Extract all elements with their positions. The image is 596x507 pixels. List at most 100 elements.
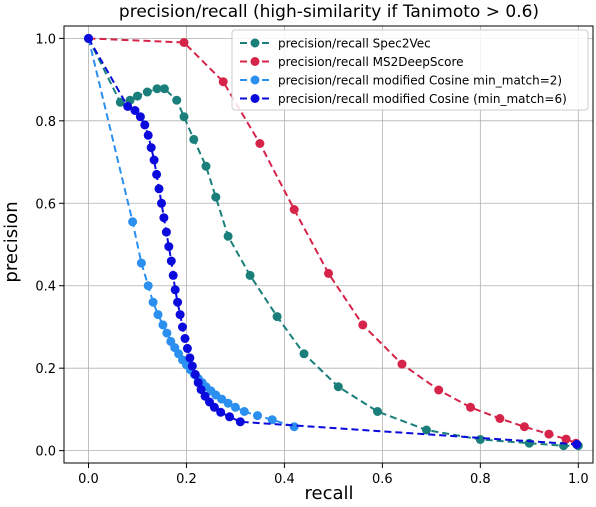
series-1-point [159,84,169,94]
legend-marker [250,94,260,103]
legend-label: precision/recall modified Cosine min_mat… [278,74,562,88]
series-1-point [179,112,189,122]
series-4-point [187,361,197,371]
x-axis-label: recall [304,483,353,504]
series-2 [84,33,581,448]
series-1-point [115,97,125,107]
x-tick-label: 0.0 [78,472,99,487]
series-2-point [434,385,444,395]
series-1-point [142,87,152,97]
series-3-point [239,407,249,416]
series-2-point [466,402,475,412]
series-1-point [245,270,255,280]
series-1-point [152,84,162,94]
series-4-point [123,101,133,111]
series-1-point [211,192,221,202]
series-2-point [218,77,228,87]
series-1-point [333,382,343,392]
series-4-point [130,106,140,115]
series-3-point [217,394,227,404]
series-4-point [216,407,226,417]
y-axis-ticks: 0.0 0.2 0.4 0.6 0.8 1.0 [35,32,64,460]
series-4-point [149,155,159,165]
series-1-point [172,95,182,105]
series-4-point [182,343,192,353]
series-3-point [267,415,277,425]
y-tick-label: 1.0 [35,32,56,47]
legend-box [231,29,589,111]
series-4-point [209,402,219,412]
series-4-point [161,227,171,237]
series-1-line [87,37,579,447]
series-2-point [289,205,299,214]
series-2-point [358,320,368,330]
series-1-point [133,91,142,101]
series-2-point [519,422,529,432]
series-2-point [544,429,554,439]
series-3-point [153,310,163,320]
chart-title: precision/recall (high-similarity if Tan… [119,2,539,22]
series-4-point [185,353,195,363]
series-2-point [397,359,407,369]
series-4-point [196,385,206,395]
y-axis-label: precision [1,201,22,282]
legend-marker [250,57,260,66]
series-2-point [179,38,189,47]
x-tick-label: 0.4 [274,472,295,487]
series-1-point [373,407,382,416]
series-4-point [164,242,174,252]
series-4-point [135,112,145,122]
plot-frame [63,25,594,464]
series-1-point [422,425,431,435]
x-tick-label: 0.8 [470,472,491,487]
series-4-point [225,412,235,422]
legend-label: precision/recall Spec2Vec [278,37,431,51]
series-3-point [136,258,146,268]
series-2-point [495,414,505,423]
series-4-point [173,297,183,307]
series-4-point [157,198,166,208]
series-1-point [272,312,282,322]
legend-marker [250,75,260,85]
legend: precision/recall Spec2Vec precision/recal… [231,29,589,111]
series-3-point [162,328,172,338]
series-3-point [143,281,153,291]
series-2-point [561,434,571,444]
series-3-point [253,411,262,421]
series-4-point [193,378,203,388]
series-2-point [255,139,265,148]
series-1-point [299,349,309,359]
series-4-point [159,213,169,223]
series-4-point [175,310,185,320]
legend-item: precision/recall Spec2Vec [240,37,431,51]
series-4-point [572,439,582,449]
series-4-point [152,169,162,179]
series-4-point [178,322,187,332]
series-4-point [168,270,178,280]
series-4-point [84,33,93,43]
series-1-point [201,161,211,171]
series-1-point [189,134,199,144]
series-4-point [235,417,245,427]
series-1-point [524,438,534,448]
series-layer [84,33,583,451]
y-tick-label: 0.2 [35,362,56,377]
legend-label: precision/recall MS2DeepScore [278,55,464,69]
series-3-point [289,422,299,432]
legend-item: precision/recall modified Cosine (min_ma… [240,92,567,106]
series-2-point [324,268,333,278]
legend-label: precision/recall modified Cosine (min_ma… [278,92,567,106]
x-tick-label: 0.6 [372,472,393,487]
series-1-point [475,435,485,444]
series-4-point [166,256,176,266]
series-4 [84,33,582,449]
x-axis-ticks: 0.0 0.2 0.4 0.6 0.8 1.0 [78,463,589,487]
y-tick-label: 0.4 [35,280,56,295]
x-tick-label: 1.0 [568,472,589,487]
series-3-point [148,297,158,307]
y-tick-label: 0.8 [35,115,56,130]
series-4-point [154,184,164,194]
series-1-point [223,231,233,241]
legend-marker [250,38,260,48]
